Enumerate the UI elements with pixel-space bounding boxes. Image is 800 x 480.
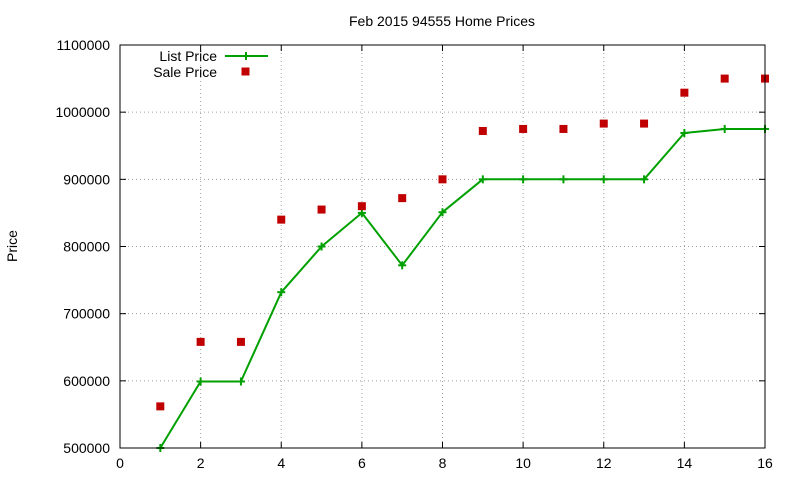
x-tick-label: 12 [596, 455, 612, 471]
x-tick-label: 0 [116, 455, 124, 471]
chart-title: Feb 2015 94555 Home Prices [349, 13, 535, 29]
sale-price-point [519, 124, 528, 133]
list-price-point [317, 242, 326, 251]
y-tick-label: 1100000 [57, 37, 111, 53]
list-price-point [236, 377, 245, 386]
legend: List Price Sale Price [153, 48, 268, 80]
y-tick-label: 500000 [63, 440, 110, 456]
x-tick-label: 8 [439, 455, 447, 471]
sale-price-point [317, 205, 326, 214]
x-tick-label: 6 [358, 455, 366, 471]
grid-lines [120, 45, 765, 448]
sale-price-point [680, 88, 689, 97]
sale-price-point [277, 215, 286, 224]
list-price-point [720, 124, 729, 133]
y-tick-label: 1000000 [55, 104, 110, 120]
x-tick-label: 2 [197, 455, 205, 471]
list-price-line [159, 128, 765, 449]
list-price-point [640, 175, 649, 184]
y-tick-label: 800000 [63, 239, 110, 255]
sale-price-point [478, 126, 487, 135]
sale-price-point [559, 124, 568, 133]
sale-price-point [640, 119, 649, 128]
sale-price-point [156, 402, 165, 411]
list-price-point [438, 208, 447, 217]
sale-price-point [196, 337, 205, 346]
sale-price-point [236, 337, 245, 346]
x-tick-label: 4 [277, 455, 285, 471]
y-tick-label: 900000 [63, 171, 110, 187]
list-price-point [599, 175, 608, 184]
plot-border [119, 44, 766, 449]
sale-price-point [599, 119, 608, 128]
list-price-point [519, 175, 528, 184]
list-price-point [559, 175, 568, 184]
legend-label-sale-price: Sale Price [153, 64, 217, 80]
sale-price-point [720, 74, 729, 83]
list-price-point [196, 377, 205, 386]
sale-price-point [438, 175, 447, 184]
x-tick-label: 16 [757, 455, 773, 471]
sale-price-point [357, 202, 366, 211]
list-price-point [478, 175, 487, 184]
legend-plus-mark [242, 52, 250, 60]
legend-marker-sale-price [241, 67, 250, 76]
legend-label-list-price: List Price [159, 48, 217, 64]
sale-price-point [398, 194, 407, 203]
list-price-point [357, 208, 366, 217]
y-axis-label: Price [4, 230, 20, 262]
x-tick-label: 14 [677, 455, 693, 471]
list-price-point [680, 128, 689, 137]
list-price-point [398, 261, 407, 270]
y-tick-label: 700000 [63, 306, 110, 322]
data-marks [156, 74, 769, 452]
x-tick-label: 10 [515, 455, 531, 471]
y-tick-label: 600000 [63, 373, 110, 389]
list-price-point [277, 288, 286, 297]
legend-marker-list-price [242, 52, 250, 60]
